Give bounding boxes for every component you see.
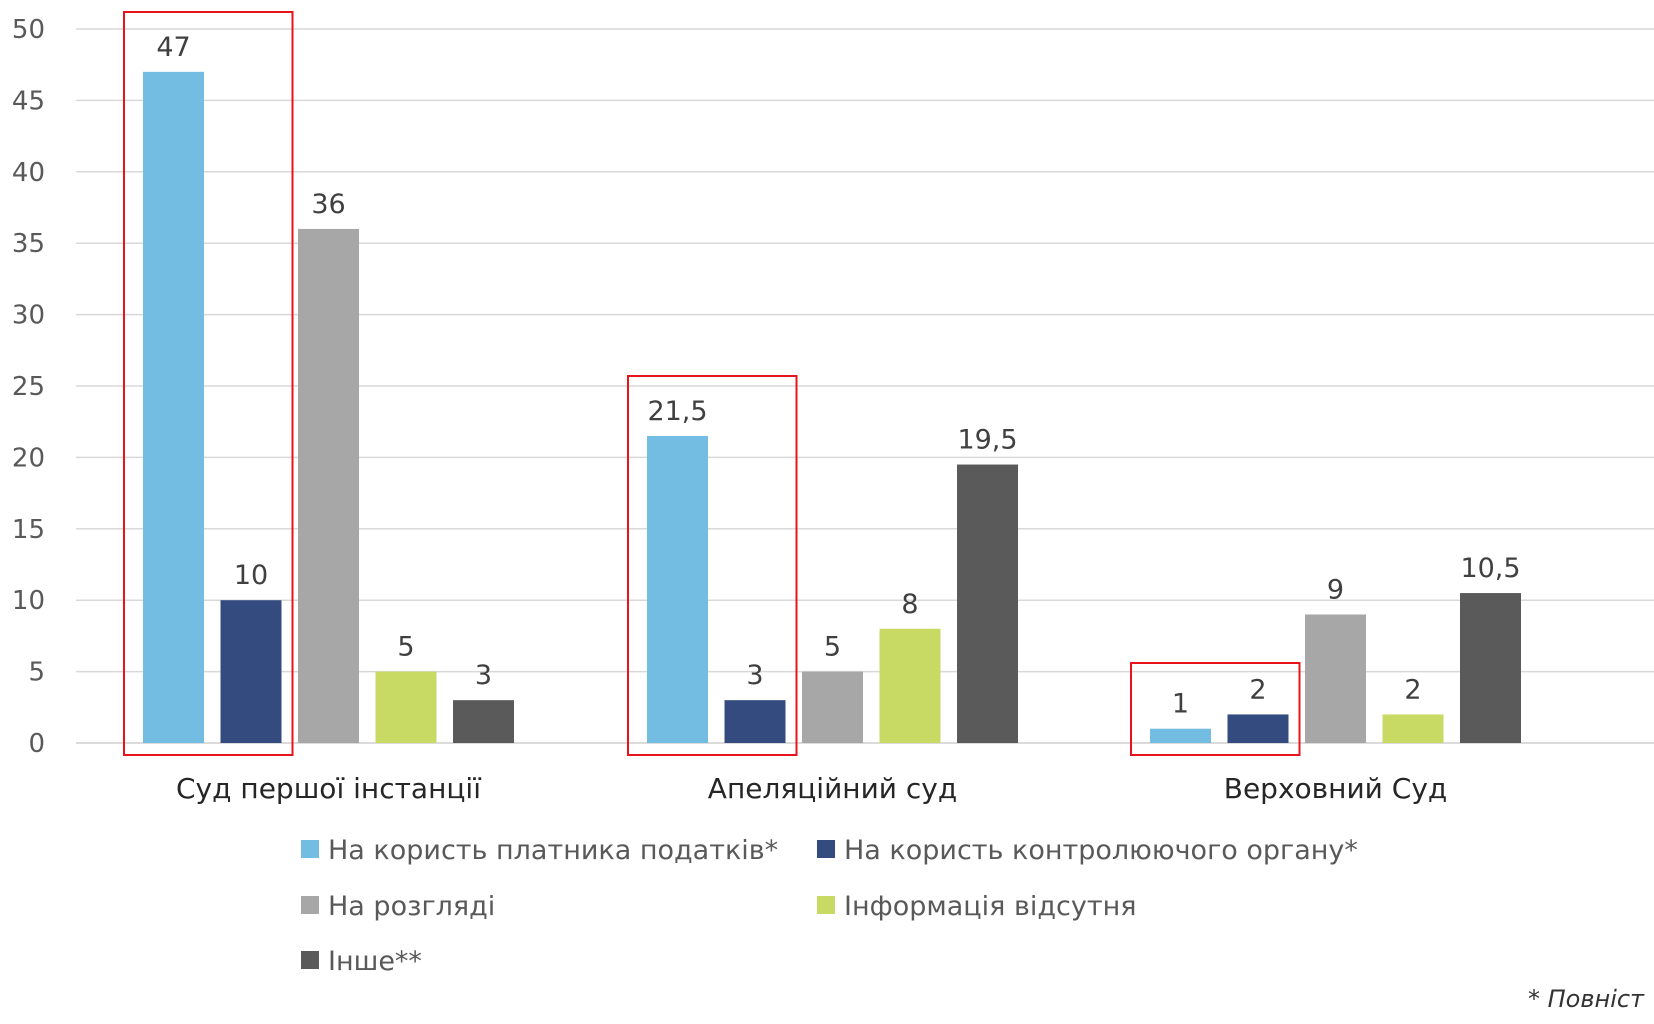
legend-swatch — [301, 951, 319, 969]
x-category-label: Суд першої інстанції — [176, 772, 481, 805]
data-label: 8 — [901, 589, 918, 620]
legend-label: На розгляді — [328, 891, 495, 922]
y-tick-label: 0 — [28, 729, 45, 759]
bar — [1460, 593, 1521, 743]
legend-swatch — [301, 840, 319, 858]
data-label: 10,5 — [1460, 553, 1520, 584]
data-label: 9 — [1327, 574, 1344, 605]
y-tick-label: 5 — [28, 658, 45, 688]
bar — [647, 436, 708, 743]
y-tick-label: 10 — [12, 586, 45, 616]
y-tick-label: 25 — [12, 372, 45, 402]
data-label: 5 — [824, 632, 841, 663]
bar — [880, 629, 941, 743]
y-tick-label: 50 — [12, 15, 45, 45]
bar — [1305, 614, 1366, 743]
bar — [376, 672, 437, 743]
bar — [1383, 714, 1444, 743]
legend: На користь платника податків* На користь … — [301, 835, 1358, 977]
data-label: 3 — [746, 660, 763, 691]
y-tick-label: 40 — [12, 158, 45, 188]
legend-swatch — [301, 896, 319, 914]
y-tick-label: 15 — [12, 515, 45, 545]
data-label: 2 — [1404, 674, 1421, 705]
data-label: 36 — [311, 189, 345, 220]
bar — [221, 600, 282, 743]
legend-label: На користь платника податків* — [328, 835, 778, 866]
bar — [143, 72, 204, 743]
x-axis-categories: Суд першої інстанції Апеляційний суд Верхо… — [176, 772, 1447, 805]
y-tick-label: 45 — [12, 86, 45, 116]
x-category-label: Верховний Суд — [1224, 772, 1448, 805]
bar — [725, 700, 786, 743]
footnote: * Повніст — [1528, 985, 1644, 1013]
data-label: 2 — [1249, 674, 1266, 705]
y-tick-label: 35 — [12, 229, 45, 259]
data-label: 19,5 — [957, 425, 1017, 456]
legend-swatch — [817, 840, 835, 858]
bar — [298, 229, 359, 743]
bar — [1228, 714, 1289, 743]
bar — [1150, 729, 1211, 743]
y-axis-ticks: 0 5 10 15 20 25 30 35 40 45 50 — [12, 15, 45, 759]
data-label: 10 — [234, 560, 268, 591]
bar — [957, 465, 1018, 743]
x-category-label: Апеляційний суд — [708, 772, 957, 805]
bar — [453, 700, 514, 743]
legend-label: Інформація відсутня — [844, 891, 1137, 922]
y-tick-label: 20 — [12, 443, 45, 473]
legend-label: На користь контролюючого органу* — [844, 835, 1358, 866]
y-tick-label: 30 — [12, 301, 45, 331]
data-label: 47 — [156, 32, 190, 63]
legend-swatch — [817, 896, 835, 914]
data-label: 3 — [475, 660, 492, 691]
legend-label: Інше** — [328, 946, 422, 977]
data-label: 21,5 — [647, 396, 707, 427]
bar — [802, 672, 863, 743]
data-label: 1 — [1172, 689, 1189, 720]
data-label: 5 — [397, 632, 414, 663]
